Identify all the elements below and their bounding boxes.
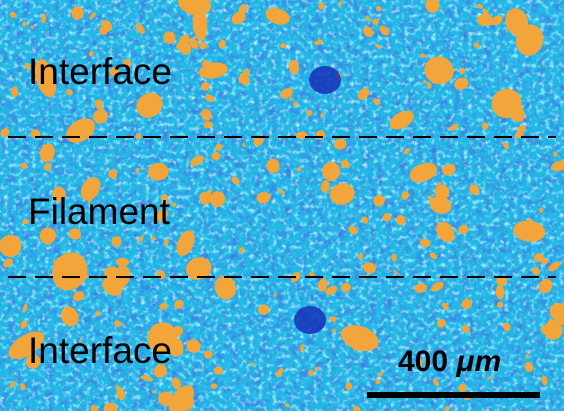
dark-region: [294, 306, 326, 334]
scale-value: 400: [398, 345, 448, 378]
micrograph: Interface Filament Interface 400 μm: [0, 0, 564, 411]
region-label: Filament: [28, 191, 171, 232]
scale-bar-label: 400 μm: [398, 345, 501, 378]
page: {"regions": [{"label": "Interface"}, {"l…: [0, 0, 564, 411]
dark-region: [309, 66, 341, 94]
scale-unit: μm: [455, 345, 501, 378]
scale-bar: [367, 392, 540, 398]
region-label: Interface: [28, 51, 172, 92]
particle: [11, 86, 18, 97]
region-label: Interface: [28, 330, 172, 371]
